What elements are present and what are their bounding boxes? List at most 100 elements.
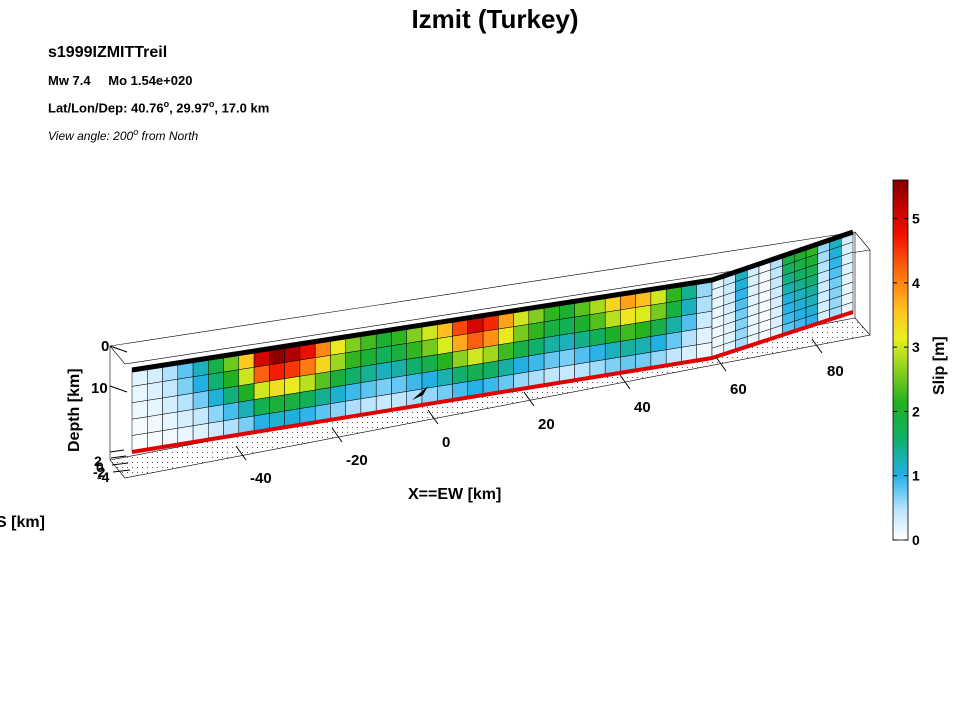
hypocenter-line: Lat/Lon/Dep: 40.76o, 29.97o, 17.0 km bbox=[48, 99, 269, 115]
slip-patch bbox=[299, 389, 316, 409]
ns-tick-label: -4 bbox=[97, 469, 110, 485]
slip-patch bbox=[131, 383, 148, 404]
box-edge-top-right bbox=[854, 231, 871, 251]
slip-patch bbox=[147, 397, 163, 418]
slip-patch bbox=[665, 331, 682, 351]
colorbar-tick-label: 2 bbox=[912, 403, 920, 419]
fault-top-trace bbox=[131, 229, 854, 373]
slip-patch bbox=[299, 357, 316, 377]
slip-patch bbox=[696, 310, 713, 330]
box-edge-top-left bbox=[109, 345, 126, 365]
slip-patch bbox=[452, 333, 469, 353]
slip-patch bbox=[147, 414, 163, 434]
slip-patch bbox=[192, 374, 209, 394]
slip-patch bbox=[223, 401, 240, 422]
slip-patch bbox=[208, 404, 224, 424]
figure-title: Izmit (Turkey) bbox=[411, 4, 579, 34]
slip-patch bbox=[269, 394, 285, 414]
slip-patch bbox=[330, 352, 346, 372]
slip-patch bbox=[177, 409, 194, 429]
ns-axis: 2 0 -2 -4 S [km] bbox=[0, 449, 131, 531]
slip-patch bbox=[421, 370, 438, 390]
degree-sup-1: o bbox=[163, 99, 170, 109]
slip-patch bbox=[162, 411, 179, 431]
slip-patch bbox=[482, 360, 499, 380]
slip-patch bbox=[345, 350, 362, 370]
slip-patch bbox=[482, 344, 499, 364]
slip-patch bbox=[131, 400, 148, 420]
slip-patch bbox=[528, 353, 545, 373]
x-tick-mark bbox=[523, 391, 535, 407]
ns-tick-mark bbox=[110, 455, 127, 459]
slip-patch bbox=[131, 416, 148, 436]
slip-patch bbox=[406, 356, 423, 376]
slip-patch bbox=[681, 297, 697, 317]
slip-patch bbox=[284, 359, 301, 379]
x-tick-label: 40 bbox=[634, 399, 651, 416]
magnitude-line: Mw 7.4 Mo 1.54e+020 bbox=[48, 73, 192, 88]
seismic-moment: Mo 1.54e+020 bbox=[108, 73, 193, 88]
slip-patch bbox=[238, 383, 255, 403]
slip-patch bbox=[391, 343, 407, 363]
slip-patch bbox=[574, 346, 591, 365]
slip-patch bbox=[437, 351, 453, 371]
colorbar-label: Slip [m] bbox=[931, 336, 948, 395]
slip-patch bbox=[177, 376, 194, 396]
slip-patch bbox=[681, 328, 697, 348]
slip-patch bbox=[604, 309, 621, 329]
moment-magnitude: Mw 7.4 bbox=[48, 73, 91, 88]
slip-patch bbox=[375, 345, 392, 365]
slip-patch bbox=[452, 349, 469, 369]
slip-patch bbox=[574, 314, 591, 334]
x-tick-mark bbox=[715, 356, 727, 372]
slip-patch bbox=[635, 336, 652, 355]
x-tick-label: 60 bbox=[730, 381, 747, 398]
slip-patch bbox=[391, 375, 407, 395]
depth-tick-label: 0 bbox=[101, 338, 109, 355]
loc-suffix: , 17.0 km bbox=[214, 100, 270, 116]
ns-tick-mark bbox=[109, 449, 125, 453]
slip-patch bbox=[421, 338, 438, 358]
slip-patch bbox=[513, 339, 530, 359]
slip-patch bbox=[192, 390, 209, 410]
slip-patch bbox=[543, 335, 560, 354]
colorbar-tick-label: 4 bbox=[912, 275, 920, 291]
slip-patch bbox=[498, 342, 514, 362]
slip-patch bbox=[269, 378, 285, 398]
slip-patch bbox=[665, 315, 682, 335]
slip-patch bbox=[574, 330, 591, 349]
slip-patch bbox=[452, 365, 469, 385]
slip-patch bbox=[421, 354, 438, 374]
slip-patch bbox=[238, 367, 255, 387]
slip-patch bbox=[635, 320, 652, 340]
ns-tick-label: -2 bbox=[93, 464, 106, 480]
slip-patch bbox=[284, 376, 301, 396]
slip-patch bbox=[437, 367, 453, 387]
slip-patch bbox=[375, 377, 392, 397]
slip-patch bbox=[696, 326, 713, 346]
ns-tick-mark bbox=[112, 469, 131, 473]
slip-patch bbox=[253, 380, 270, 400]
slip-patch bbox=[375, 361, 392, 381]
slip-patch bbox=[360, 347, 377, 367]
slip-patch bbox=[513, 355, 530, 375]
colorbar-tick-label: 1 bbox=[912, 468, 920, 484]
slip-patch bbox=[238, 399, 255, 419]
slip-patch bbox=[589, 312, 606, 331]
colorbar: 0 1 2 3 4 5 Slip [m] bbox=[892, 179, 948, 548]
view-prefix: View angle: 200 bbox=[48, 129, 134, 143]
slip-patch bbox=[482, 328, 499, 348]
ns-tick-label: 0 bbox=[96, 459, 104, 475]
depth-tick-mark bbox=[109, 345, 128, 353]
box-edge-back-top bbox=[109, 231, 856, 347]
slip-patch bbox=[406, 340, 423, 360]
x-tick-label: 0 bbox=[442, 434, 450, 451]
slip-patch bbox=[467, 347, 484, 366]
slip-patch bbox=[345, 382, 362, 402]
slip-patch bbox=[528, 321, 545, 341]
colorbar-tick-label: 3 bbox=[912, 339, 920, 355]
slip-patch bbox=[299, 373, 316, 393]
slip-patch bbox=[253, 397, 270, 417]
slip-patch bbox=[314, 355, 331, 375]
